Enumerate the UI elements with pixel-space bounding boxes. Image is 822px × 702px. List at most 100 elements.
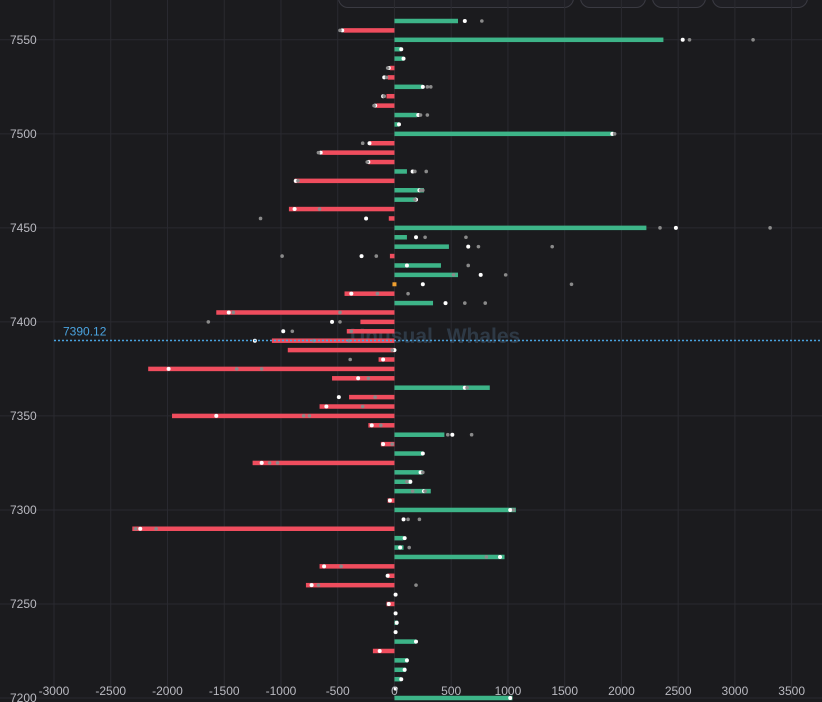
gex-marker xyxy=(338,320,342,324)
y-tick-label: 7250 xyxy=(10,597,37,611)
gex-marker xyxy=(386,601,391,606)
gex-marker xyxy=(612,132,617,136)
gex-bar xyxy=(394,507,516,513)
gex-marker xyxy=(423,235,427,240)
x-tick-label: 2500 xyxy=(665,684,692,698)
gex-bar xyxy=(321,150,395,155)
gex-marker xyxy=(316,150,321,155)
gex-marker xyxy=(404,263,409,268)
gex-marker xyxy=(410,489,415,493)
y-tick-label: 7400 xyxy=(10,315,37,329)
watermark: Unusual Whales xyxy=(350,325,520,348)
gex-marker xyxy=(258,216,263,221)
gex-marker xyxy=(324,404,329,409)
gex-bar xyxy=(380,441,395,447)
gex-marker xyxy=(687,38,692,42)
gex-marker xyxy=(338,310,342,315)
gex-bar xyxy=(387,573,395,579)
gex-marker xyxy=(377,648,382,653)
gex-marker xyxy=(365,160,370,164)
gex-marker xyxy=(399,677,404,682)
gex-bar xyxy=(386,93,395,99)
gex-marker xyxy=(658,226,662,230)
gex-marker xyxy=(290,329,295,334)
gex-marker xyxy=(406,291,410,296)
gex-marker xyxy=(402,536,407,541)
gex-bar xyxy=(349,394,395,400)
x-tick-label: 1500 xyxy=(551,684,578,698)
gex-marker xyxy=(450,432,455,437)
gex-bar xyxy=(389,65,395,71)
gex-marker xyxy=(138,526,143,531)
gex-bar xyxy=(368,159,395,165)
gex-marker xyxy=(281,329,286,334)
gex-marker xyxy=(497,554,502,559)
gex-marker xyxy=(462,19,467,23)
y-tick-label: 7200 xyxy=(10,691,37,702)
gex-bar xyxy=(346,329,395,334)
gex-marker xyxy=(349,291,354,296)
gex-marker xyxy=(402,667,407,672)
gex-marker xyxy=(401,56,406,61)
gex-bar xyxy=(294,178,395,184)
gex-marker xyxy=(464,235,468,240)
gex-marker xyxy=(379,423,383,428)
gex-marker xyxy=(420,282,425,287)
x-tick-label: -2500 xyxy=(95,684,126,698)
x-tick-label: 2000 xyxy=(608,684,635,698)
gex-bar xyxy=(394,479,412,484)
gex-marker xyxy=(408,479,413,484)
gex-bar xyxy=(305,582,395,588)
gex-marker xyxy=(466,244,471,249)
gex-bar xyxy=(394,169,407,174)
gex-bar xyxy=(394,235,407,240)
gex-bar xyxy=(378,357,395,362)
markers-layer xyxy=(133,19,772,700)
x-tick-label: 0 xyxy=(391,684,398,698)
gex-marker xyxy=(396,122,401,127)
gex-bar xyxy=(287,347,395,353)
gex-bar xyxy=(132,526,395,531)
gex-marker xyxy=(550,244,554,249)
gex-marker xyxy=(385,573,390,578)
gex-marker xyxy=(387,498,392,503)
gex-marker xyxy=(382,94,387,99)
gex-marker xyxy=(360,404,365,409)
gex-bar xyxy=(376,103,395,108)
gex-marker xyxy=(338,28,342,33)
gex-marker xyxy=(425,85,430,89)
gex-marker xyxy=(369,423,374,428)
gex-marker xyxy=(476,244,481,249)
gex-marker xyxy=(390,348,394,352)
gex-marker xyxy=(317,207,322,211)
gex-bar xyxy=(389,253,395,259)
x-axis-ticks: -3000 -2500 -2000 -1500 -1000 -500 0 500 1000 150… xyxy=(39,684,806,698)
gex-bar xyxy=(394,46,402,52)
gex-marker xyxy=(280,254,284,258)
gex-marker xyxy=(680,37,685,42)
gex-marker xyxy=(751,38,755,42)
gex-marker xyxy=(301,414,306,418)
gex-marker xyxy=(483,301,488,305)
gex-marker xyxy=(234,367,239,371)
y-axis-ticks: 7200 7250 7300 7350 7400 7450 7500 7550 xyxy=(10,33,37,702)
gex-bar xyxy=(332,376,395,381)
gex-bar xyxy=(271,338,395,343)
gex-marker xyxy=(420,451,425,456)
gex-marker xyxy=(469,432,474,437)
gex-bar xyxy=(394,122,399,127)
gex-marker xyxy=(226,310,231,315)
x-tick-label: 1000 xyxy=(495,684,522,698)
gex-marker xyxy=(166,366,171,371)
gex-bar xyxy=(394,554,505,560)
gex-marker xyxy=(356,376,361,381)
gex-marker xyxy=(451,273,456,277)
bars-layer xyxy=(132,18,664,701)
gex-marker xyxy=(367,141,372,146)
x-tick-label: -2000 xyxy=(152,684,183,698)
gex-marker xyxy=(347,338,351,343)
gex-marker xyxy=(418,188,423,193)
gex-bar xyxy=(319,404,395,409)
